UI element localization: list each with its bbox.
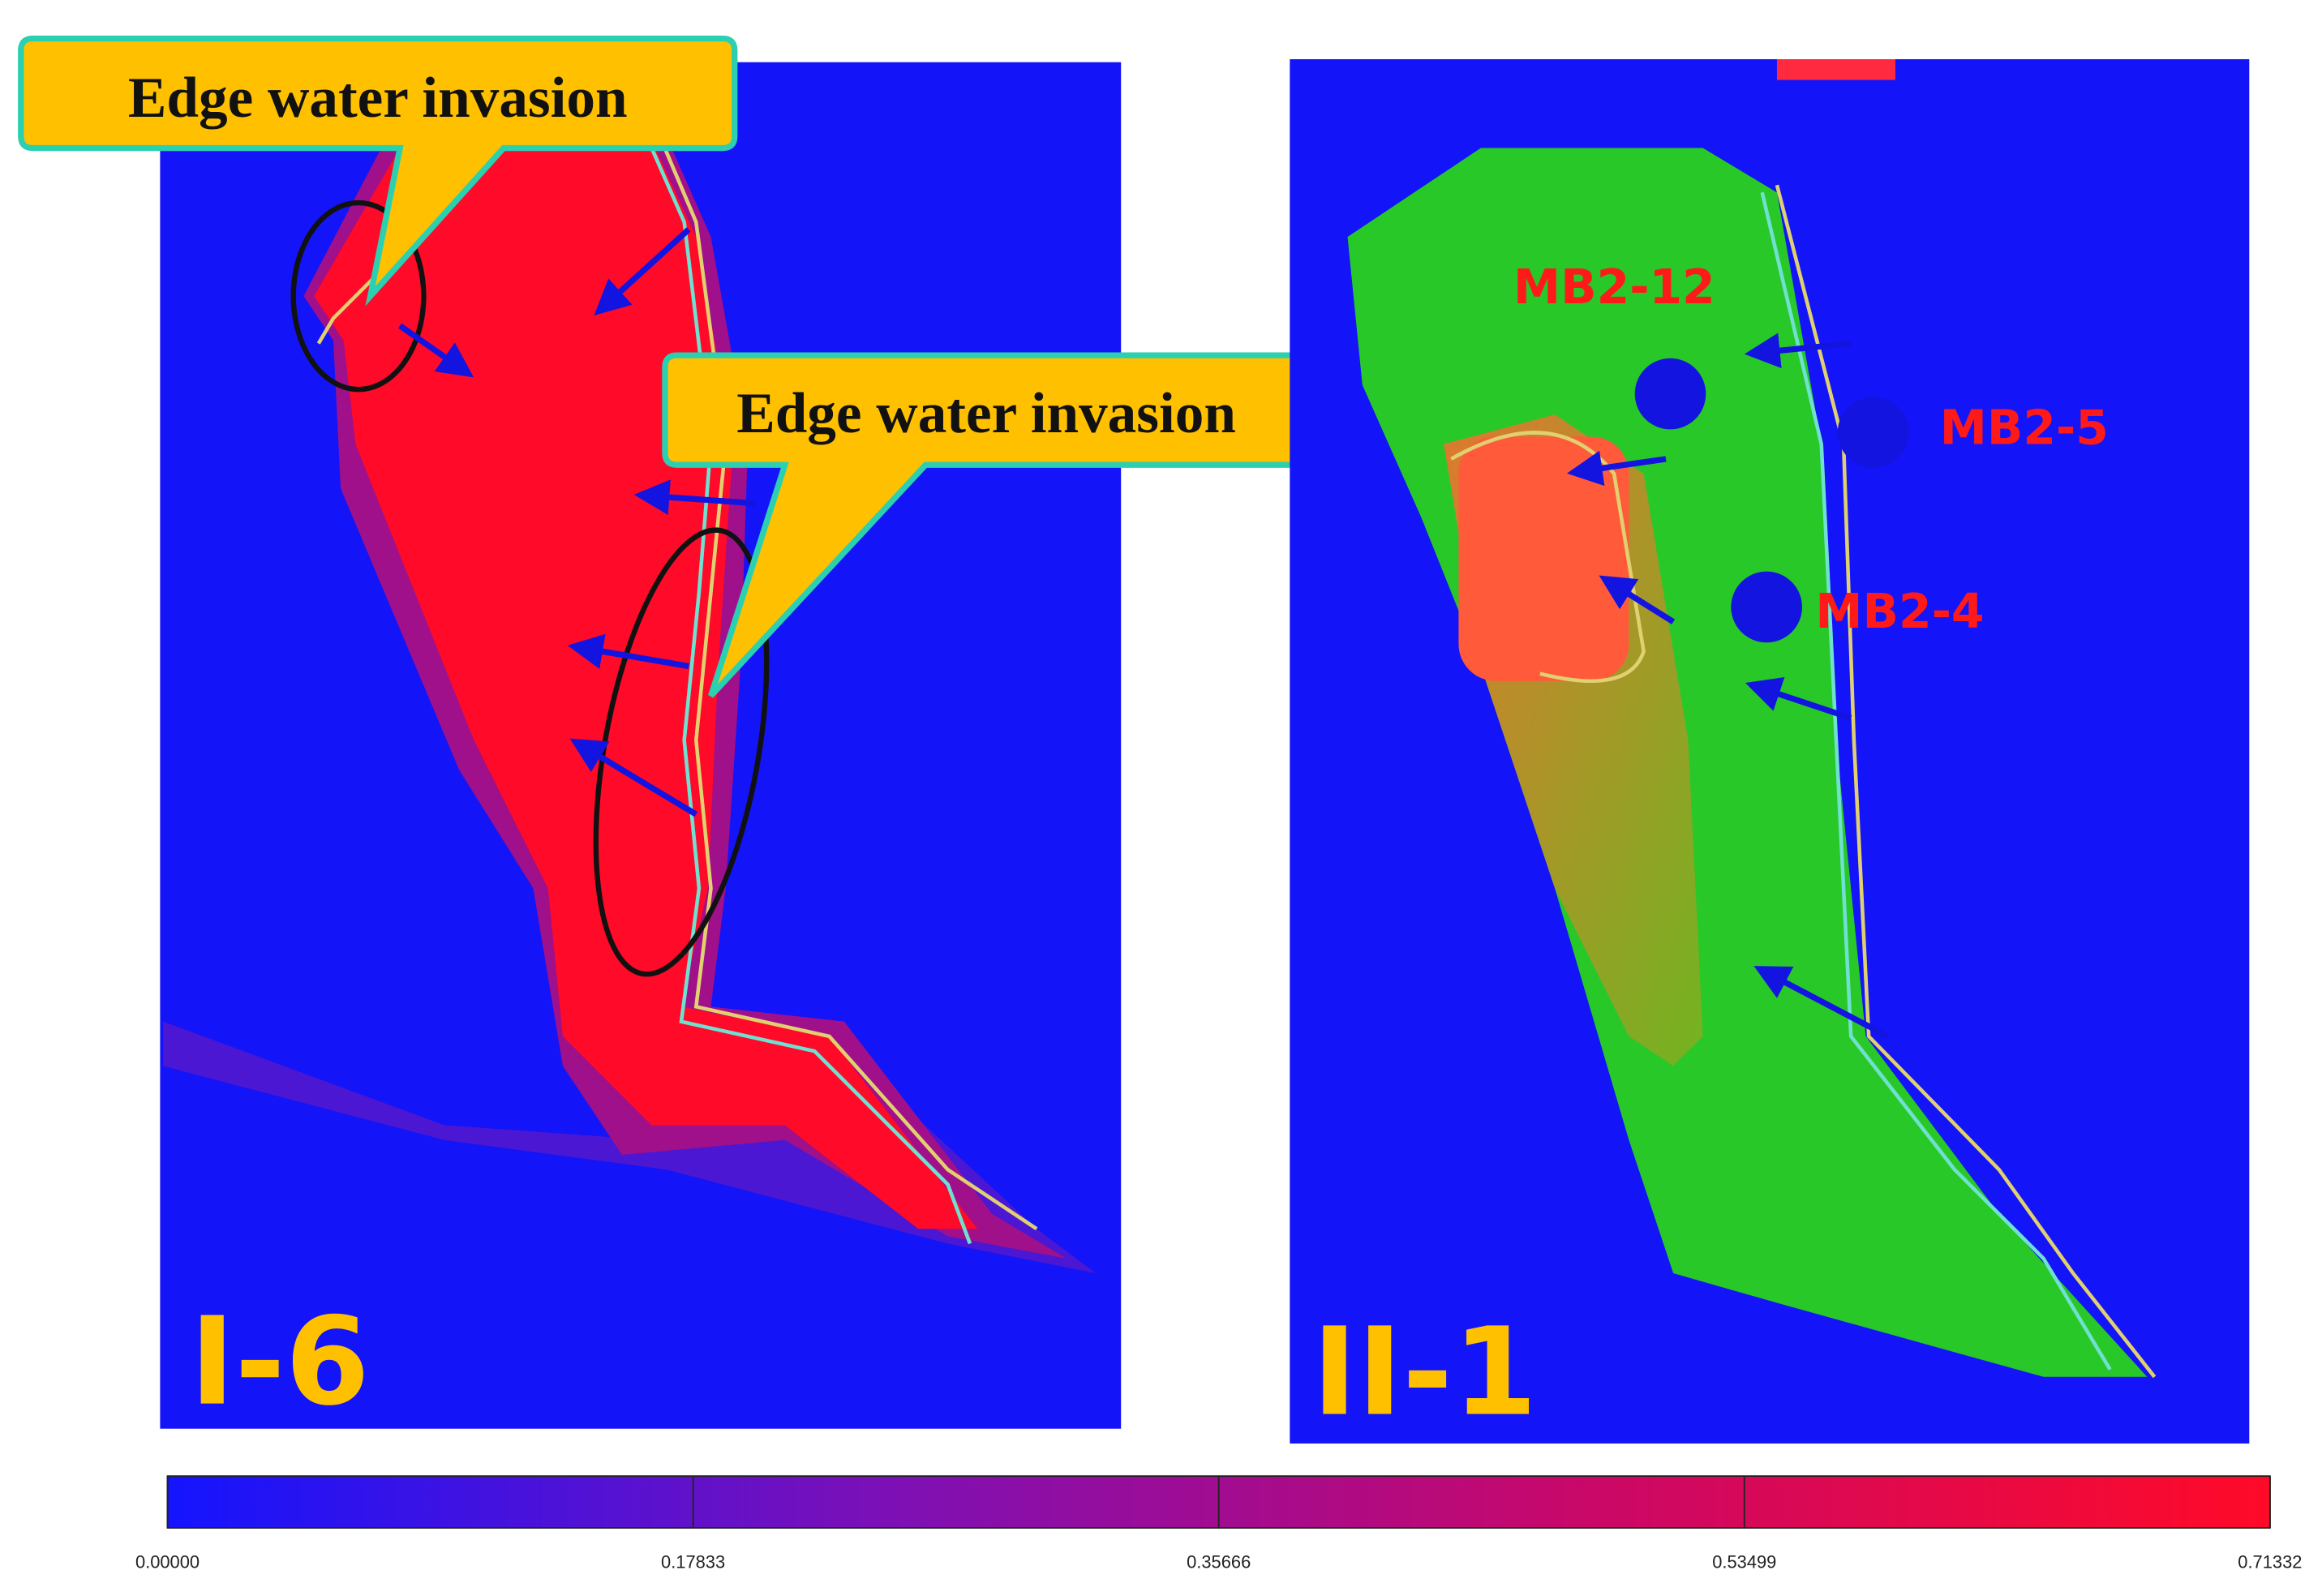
arrow bbox=[398, 323, 474, 378]
arrow bbox=[1753, 966, 1890, 1040]
callout-text: Edge water invasion bbox=[128, 66, 628, 130]
panel-left: Edge water invasion Edge water invasion … bbox=[18, 35, 1310, 1433]
arrow bbox=[1566, 450, 1667, 487]
panel-label: II-1 bbox=[1312, 1302, 1538, 1443]
arrow bbox=[1744, 332, 1852, 369]
arrow bbox=[594, 227, 691, 315]
callout-text: Edge water invasion bbox=[736, 382, 1236, 445]
arrow bbox=[569, 738, 698, 817]
well-label: MB2-4 bbox=[1815, 584, 1984, 639]
arrow bbox=[567, 633, 689, 670]
colorbar-tick-label: 0.53499 bbox=[1712, 1551, 1776, 1572]
arrow bbox=[1745, 677, 1852, 721]
panel-label: I-6 bbox=[190, 1292, 370, 1433]
arrow bbox=[1599, 575, 1676, 624]
callout bbox=[18, 35, 738, 307]
colorbar-tick-label: 0.00000 bbox=[135, 1551, 200, 1572]
well-label: MB2-5 bbox=[1940, 401, 2109, 456]
colorbar-tick-label: 0.17833 bbox=[661, 1551, 725, 1572]
arrow bbox=[633, 479, 756, 515]
colorbar: 0.00000 0.17833 0.35666 0.53499 0.71332 bbox=[135, 1475, 2302, 1572]
colorbar-tick-label: 0.71332 bbox=[2238, 1551, 2302, 1572]
panel-right: MB2-12 MB2-5 MB2-4 II-1 bbox=[1290, 59, 2250, 1444]
well-label: MB2-12 bbox=[1513, 260, 1715, 315]
colorbar-tick-label: 0.35666 bbox=[1187, 1551, 1251, 1572]
